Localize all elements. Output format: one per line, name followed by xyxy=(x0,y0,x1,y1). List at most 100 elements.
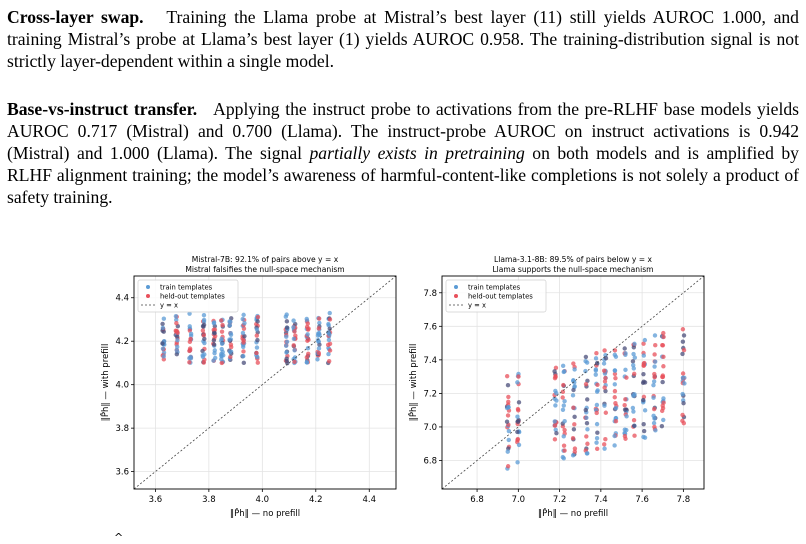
heldout-point xyxy=(255,319,260,324)
train-point xyxy=(560,407,566,412)
scatter-points xyxy=(504,327,687,471)
heldout-point xyxy=(585,378,590,384)
heldout-point xyxy=(291,343,296,348)
heldout-point xyxy=(201,333,206,338)
train-point xyxy=(554,390,559,396)
heldout-point xyxy=(160,321,165,327)
heldout-point xyxy=(292,329,297,334)
x-tick-label: 7.2 xyxy=(553,495,567,505)
train-point xyxy=(642,408,648,413)
train-point xyxy=(228,330,233,336)
heldout-point xyxy=(583,407,588,413)
heldout-point xyxy=(241,360,247,366)
heldout-point xyxy=(255,360,260,365)
heldout-point xyxy=(601,368,607,373)
train-point xyxy=(593,372,598,377)
x-tick-label: 7.4 xyxy=(594,495,608,505)
train-point xyxy=(200,353,205,358)
heldout-point xyxy=(255,337,260,343)
y-tick-label: 6.8 xyxy=(423,456,437,466)
heldout-point xyxy=(325,342,331,348)
train-point xyxy=(594,402,600,408)
heldout-point xyxy=(305,321,310,326)
y-tick-label: 4.0 xyxy=(115,381,129,391)
heldout-point xyxy=(327,326,332,331)
train-point xyxy=(602,446,607,451)
heldout-point xyxy=(681,400,686,406)
x-tick-label: 6.8 xyxy=(470,495,484,505)
axes-frame xyxy=(441,275,705,490)
train-point xyxy=(560,363,566,368)
y-tick-label: 4.2 xyxy=(115,337,129,347)
train-point xyxy=(552,419,557,424)
heldout-point xyxy=(661,354,666,360)
train-point xyxy=(594,440,599,445)
footer-mark: ^ xyxy=(114,531,124,544)
train-point xyxy=(515,414,520,419)
heldout-point xyxy=(327,317,333,322)
train-point xyxy=(327,332,332,337)
y-tick-label: 7.6 xyxy=(423,322,437,332)
train-point xyxy=(506,428,512,434)
train-point xyxy=(553,403,558,408)
train-point xyxy=(219,336,224,342)
heldout-point xyxy=(583,354,589,360)
train-point xyxy=(187,311,192,316)
train-point xyxy=(254,345,260,350)
heldout-point xyxy=(603,410,609,415)
heldout-point xyxy=(659,423,665,429)
heldout-point xyxy=(560,395,565,400)
train-point xyxy=(631,409,636,414)
heldout-point xyxy=(515,429,520,435)
train-point xyxy=(624,414,629,419)
train-point xyxy=(584,451,590,456)
train-point xyxy=(583,358,588,364)
heldout-point xyxy=(254,350,259,356)
train-point xyxy=(561,434,566,439)
heldout-point xyxy=(602,348,607,353)
heldout-point xyxy=(583,381,589,387)
heldout-point xyxy=(316,326,322,331)
train-point xyxy=(305,332,310,337)
heldout-point xyxy=(680,327,686,332)
paragraph-emphasis: partially exists in pretraining xyxy=(309,143,525,163)
train-point xyxy=(212,350,217,356)
train-point xyxy=(651,413,656,419)
train-point xyxy=(516,442,522,448)
heldout-point xyxy=(254,333,260,338)
heldout-point xyxy=(603,388,608,394)
heldout-point xyxy=(612,371,618,377)
heldout-point xyxy=(661,334,666,340)
heldout-point xyxy=(200,328,206,333)
identity-line xyxy=(441,275,705,490)
train-point xyxy=(284,350,289,355)
legend-train-marker xyxy=(146,285,150,289)
train-point xyxy=(594,421,600,427)
heldout-point xyxy=(562,448,567,453)
y-tick-label: 7.8 xyxy=(423,289,437,299)
train-point xyxy=(174,317,179,323)
heldout-point xyxy=(160,341,165,346)
chart-subtitle: Llama supports the null-space mechanism xyxy=(492,265,653,274)
heldout-point xyxy=(212,330,217,336)
train-point xyxy=(291,336,297,342)
train-point xyxy=(219,356,224,362)
chart-panel-1: 3.6 3.8 4.0 4.2 4.4 3.6 3.8 4.0 4.2 4.4 Mistral-7B… xyxy=(99,255,397,519)
heldout-point xyxy=(306,337,311,342)
heldout-point xyxy=(680,371,686,376)
heldout-point xyxy=(571,387,576,393)
heldout-point xyxy=(641,371,646,377)
train-point xyxy=(623,351,628,356)
train-point xyxy=(631,393,636,399)
scatter-figure: 3.6 3.8 4.0 4.2 4.4 3.6 3.8 4.0 4.2 4.4 Mistral-7B… xyxy=(99,255,705,519)
x-tick-label: 7.8 xyxy=(677,495,691,505)
train-point xyxy=(593,356,599,361)
train-point xyxy=(315,357,320,362)
legend-heldout-label: held-out templates xyxy=(160,293,225,301)
train-point xyxy=(570,393,576,398)
y-tick-label: 3.6 xyxy=(115,468,129,478)
heldout-point xyxy=(641,341,646,346)
heldout-point xyxy=(316,350,321,356)
train-point xyxy=(593,368,599,373)
train-point xyxy=(241,312,246,318)
